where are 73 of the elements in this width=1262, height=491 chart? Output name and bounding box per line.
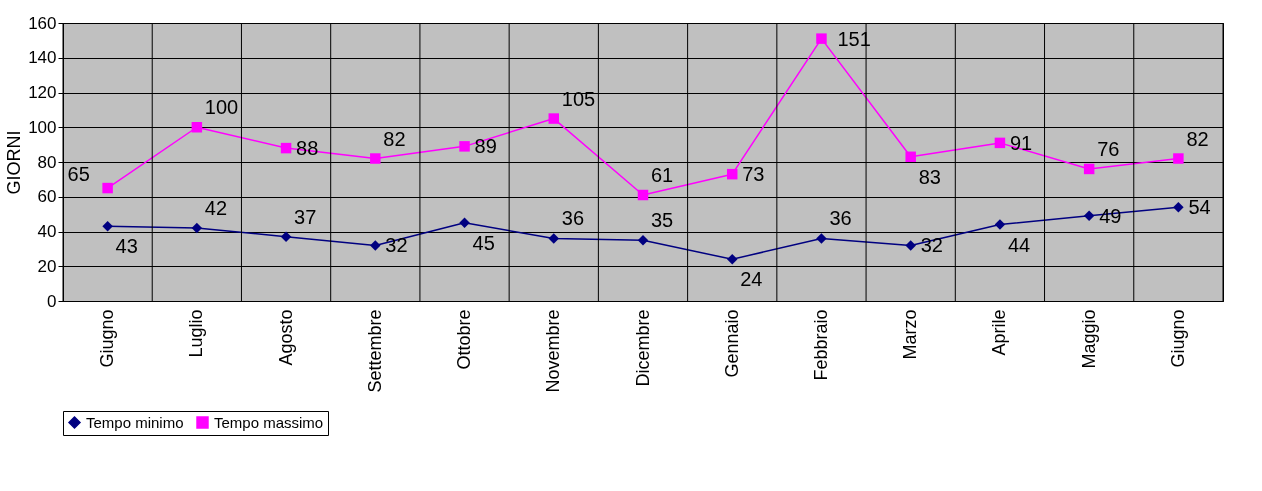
data-label: 100 (204, 96, 239, 119)
data-label: 54 (1188, 196, 1211, 219)
data-label: 35 (651, 209, 674, 232)
point (1083, 163, 1095, 175)
x-tick-label: Novembre (543, 309, 564, 393)
y-tick-label: 100 (28, 117, 57, 137)
data-label: 44 (1007, 233, 1031, 256)
point (1173, 153, 1184, 164)
point (905, 151, 916, 163)
point (905, 240, 916, 251)
point (548, 113, 560, 124)
point (459, 141, 470, 152)
point (459, 217, 470, 229)
y-tick-label: 80 (37, 152, 57, 172)
point (102, 221, 113, 232)
x-tick-label: Settembre (364, 309, 385, 393)
data-label: 24 (740, 268, 763, 291)
data-label: 37 (294, 205, 317, 228)
point (370, 153, 381, 164)
x-tick-label: Marzo (900, 309, 921, 360)
point (1083, 210, 1095, 222)
data-label: 76 (1097, 137, 1120, 160)
point (816, 233, 827, 244)
x-tick-label: Febbraio (810, 309, 831, 381)
data-label: 73 (742, 163, 765, 186)
point (280, 142, 292, 154)
point (994, 219, 1006, 230)
point (280, 231, 292, 242)
data-label: 82 (1186, 127, 1209, 150)
point (191, 122, 203, 133)
x-tick-label: Dicembre (632, 309, 653, 387)
y-tick-label: 0 (47, 291, 57, 311)
x-tick-label: Giugno (1167, 309, 1188, 368)
data-label: 32 (385, 234, 408, 257)
point (370, 240, 381, 251)
legend-label: Tempo minimo (86, 413, 184, 431)
data-label: 65 (67, 163, 90, 186)
data-label: 91 (1009, 131, 1033, 154)
point (726, 168, 738, 180)
data-label: 83 (918, 165, 941, 188)
data-label: 32 (920, 234, 943, 257)
x-tick-label: Giugno (97, 309, 118, 368)
y-tick-label: 20 (37, 256, 57, 276)
point (637, 234, 649, 246)
x-tick-label: Luglio (186, 309, 207, 358)
data-label: 82 (383, 127, 406, 150)
data-label: 42 (204, 197, 228, 220)
data-label: 61 (651, 164, 674, 187)
point (637, 189, 649, 201)
point (102, 182, 113, 194)
data-label: 89 (474, 135, 497, 158)
y-tick-label: 140 (28, 48, 57, 68)
x-tick-label: Agosto (275, 309, 296, 366)
data-label: 43 (115, 235, 138, 258)
y-axis-title: GIORNI (4, 130, 25, 195)
data-label: 36 (561, 207, 585, 230)
point (548, 233, 560, 244)
point (1173, 201, 1184, 213)
x-tick-label: Aprile (989, 309, 1010, 356)
point (816, 33, 827, 44)
legend-label: Tempo massimo (214, 413, 324, 431)
x-tick-label: Maggio (1078, 309, 1099, 369)
y-tick-label: 60 (37, 187, 57, 207)
y-tick-label: 120 (28, 83, 57, 102)
data-label: 45 (472, 231, 495, 254)
point (994, 137, 1006, 149)
data-label: 36 (829, 207, 852, 230)
y-tick-label: 160 (28, 13, 57, 33)
x-tick-label: Gennaio (721, 309, 742, 378)
y-tick-label: 40 (37, 222, 57, 241)
x-tick-label: Ottobre (454, 309, 475, 370)
point (726, 254, 738, 265)
point (191, 222, 203, 234)
